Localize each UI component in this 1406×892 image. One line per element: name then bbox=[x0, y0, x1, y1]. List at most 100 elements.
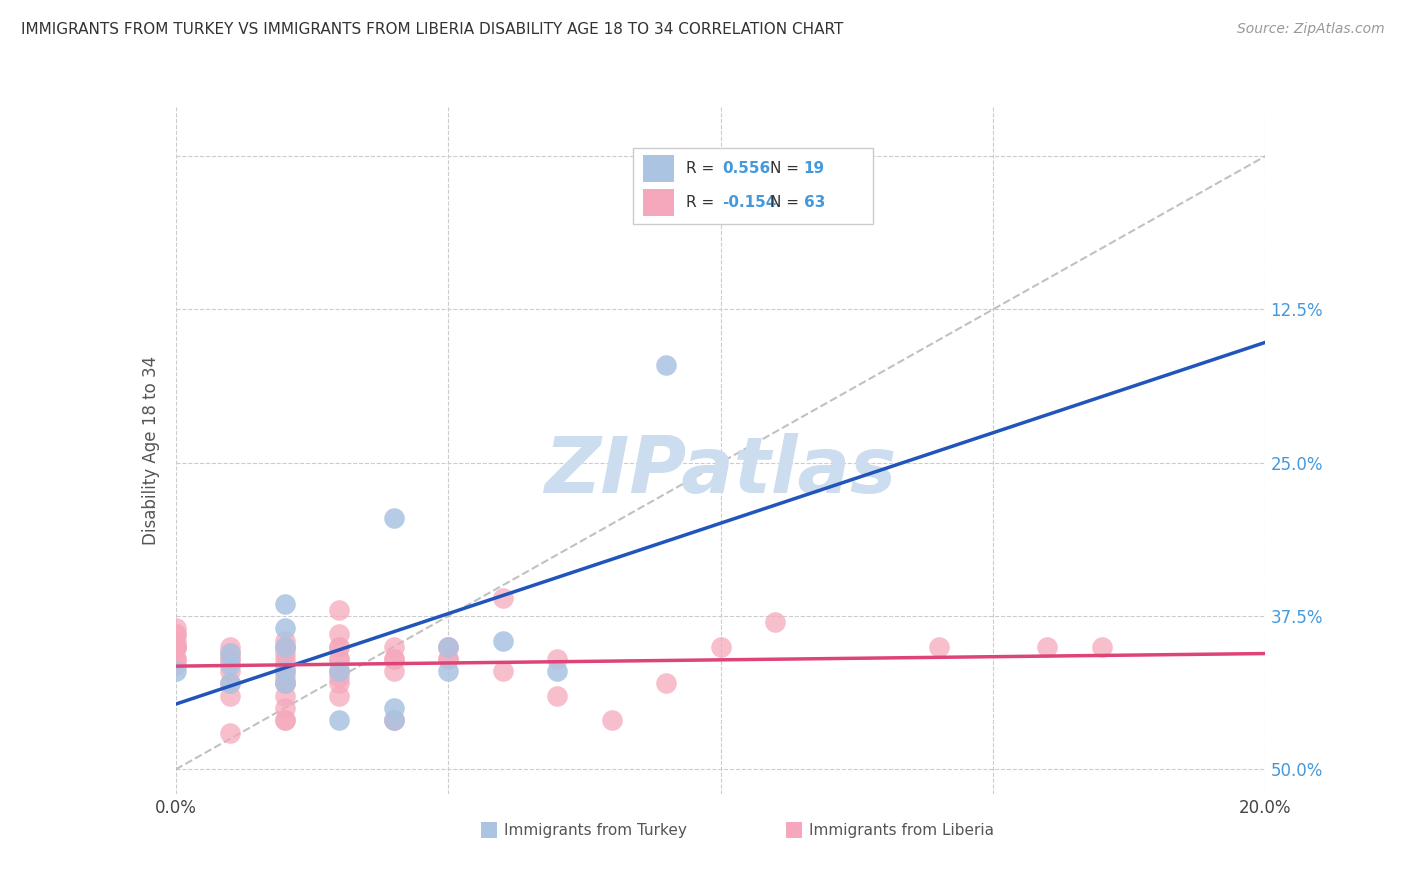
Point bbox=[328, 640, 350, 654]
FancyBboxPatch shape bbox=[633, 148, 873, 224]
Point bbox=[165, 652, 187, 666]
Point bbox=[219, 640, 242, 654]
Y-axis label: Disability Age 18 to 34: Disability Age 18 to 34 bbox=[142, 356, 160, 545]
Text: 63: 63 bbox=[804, 195, 825, 211]
Point bbox=[928, 640, 950, 654]
Point bbox=[437, 652, 460, 666]
Point bbox=[328, 603, 350, 617]
Point bbox=[328, 670, 350, 684]
Point bbox=[655, 676, 678, 690]
Point bbox=[382, 664, 405, 679]
Point bbox=[274, 676, 297, 690]
Point bbox=[274, 640, 297, 654]
Point bbox=[546, 664, 568, 679]
Point bbox=[274, 646, 297, 660]
Text: N =: N = bbox=[770, 161, 804, 176]
Point bbox=[274, 658, 297, 673]
Bar bbox=[643, 189, 673, 216]
Point bbox=[274, 640, 297, 654]
Text: -0.154: -0.154 bbox=[723, 195, 776, 211]
Text: N =: N = bbox=[770, 195, 804, 211]
Point bbox=[219, 676, 242, 690]
Point bbox=[382, 714, 405, 728]
Point bbox=[382, 714, 405, 728]
Point bbox=[274, 714, 297, 728]
Point bbox=[546, 652, 568, 666]
Point bbox=[655, 358, 678, 372]
Text: Immigrants from Liberia: Immigrants from Liberia bbox=[808, 823, 994, 838]
Point bbox=[328, 676, 350, 690]
Point bbox=[437, 640, 460, 654]
Point bbox=[274, 701, 297, 715]
Point bbox=[165, 627, 187, 641]
Point bbox=[1091, 640, 1114, 654]
Point bbox=[165, 621, 187, 635]
Point bbox=[165, 664, 187, 679]
Point bbox=[492, 664, 515, 679]
Point bbox=[219, 652, 242, 666]
Point bbox=[437, 640, 460, 654]
Point bbox=[274, 714, 297, 728]
Point bbox=[382, 652, 405, 666]
Point bbox=[274, 652, 297, 666]
Point bbox=[382, 652, 405, 666]
Text: 0.556: 0.556 bbox=[723, 161, 770, 176]
Point bbox=[165, 640, 187, 654]
Point bbox=[219, 725, 242, 739]
Point bbox=[437, 652, 460, 666]
Point bbox=[219, 689, 242, 703]
Point bbox=[219, 646, 242, 660]
Point bbox=[328, 664, 350, 679]
Bar bbox=[643, 155, 673, 182]
Point bbox=[219, 664, 242, 679]
Point bbox=[382, 511, 405, 525]
Point bbox=[328, 640, 350, 654]
Point bbox=[492, 591, 515, 605]
Point bbox=[274, 621, 297, 635]
Point bbox=[328, 652, 350, 666]
Text: ZIPatlas: ZIPatlas bbox=[544, 433, 897, 509]
Point bbox=[274, 689, 297, 703]
Point bbox=[274, 676, 297, 690]
Point bbox=[274, 670, 297, 684]
Point bbox=[274, 664, 297, 679]
Text: R =: R = bbox=[686, 195, 720, 211]
Point bbox=[219, 658, 242, 673]
Point bbox=[382, 714, 405, 728]
Point bbox=[165, 640, 187, 654]
Point bbox=[274, 664, 297, 679]
Point bbox=[382, 640, 405, 654]
Point bbox=[600, 714, 623, 728]
Point bbox=[165, 652, 187, 666]
Text: Source: ZipAtlas.com: Source: ZipAtlas.com bbox=[1237, 22, 1385, 37]
Point bbox=[328, 714, 350, 728]
Text: Immigrants from Turkey: Immigrants from Turkey bbox=[503, 823, 686, 838]
Point bbox=[165, 633, 187, 648]
Point bbox=[219, 646, 242, 660]
Point bbox=[274, 633, 297, 648]
Text: 19: 19 bbox=[804, 161, 825, 176]
Point bbox=[492, 633, 515, 648]
Point bbox=[763, 615, 786, 630]
Point bbox=[219, 676, 242, 690]
Point bbox=[165, 627, 187, 641]
Point bbox=[328, 652, 350, 666]
Point bbox=[710, 640, 733, 654]
Point bbox=[437, 664, 460, 679]
Point bbox=[546, 689, 568, 703]
Point bbox=[165, 640, 187, 654]
Text: R =: R = bbox=[686, 161, 720, 176]
Point bbox=[274, 597, 297, 611]
Point bbox=[165, 640, 187, 654]
Point bbox=[274, 676, 297, 690]
Point bbox=[165, 658, 187, 673]
Text: IMMIGRANTS FROM TURKEY VS IMMIGRANTS FROM LIBERIA DISABILITY AGE 18 TO 34 CORREL: IMMIGRANTS FROM TURKEY VS IMMIGRANTS FRO… bbox=[21, 22, 844, 37]
Point bbox=[1036, 640, 1059, 654]
Point bbox=[328, 627, 350, 641]
Point bbox=[328, 689, 350, 703]
Point bbox=[328, 664, 350, 679]
Point bbox=[382, 701, 405, 715]
Point bbox=[437, 640, 460, 654]
Point bbox=[328, 664, 350, 679]
Point bbox=[219, 652, 242, 666]
